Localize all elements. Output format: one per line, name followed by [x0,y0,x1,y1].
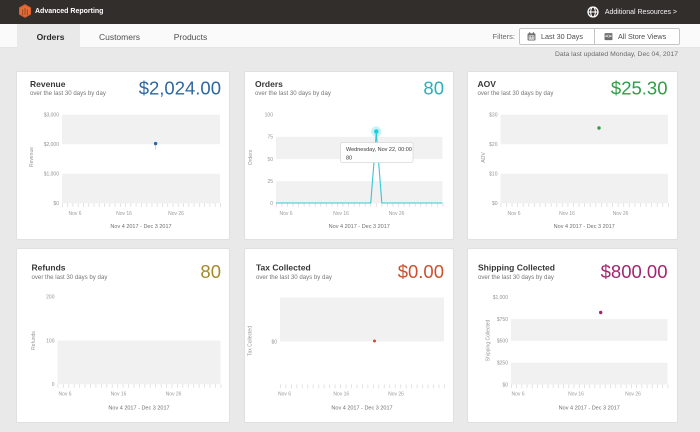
svg-text:Nov 16: Nov 16 [568,392,584,398]
svg-text:Revenue: Revenue [30,79,66,89]
svg-text:Nov 26: Nov 26 [168,211,184,217]
svg-text:Nov 16: Nov 16 [559,211,575,217]
svg-text:25: 25 [267,179,273,185]
svg-text:Nov 6: Nov 6 [511,392,524,398]
svg-text:80: 80 [200,261,221,282]
svg-text:over the last 30 days by day: over the last 30 days by day [255,90,332,97]
svg-text:over the last 30 days by day: over the last 30 days by day [32,274,109,281]
svg-text:$20: $20 [489,142,498,148]
svg-text:over the last 30 days by day: over the last 30 days by day [478,274,555,281]
svg-text:over the last 30 days by day: over the last 30 days by day [256,274,333,281]
svg-text:Nov 6: Nov 6 [279,211,292,217]
svg-text:$0: $0 [502,382,508,388]
svg-text:Nov 26: Nov 26 [166,392,182,398]
svg-text:Tax Collected: Tax Collected [248,326,254,356]
svg-text:Nov 6: Nov 6 [278,392,291,398]
svg-text:0: 0 [52,382,55,388]
svg-text:Tax Collected: Tax Collected [256,263,311,273]
svg-text:$0: $0 [271,339,277,345]
svg-text:AOV: AOV [481,152,487,163]
svg-text:$2,024.00: $2,024.00 [139,78,221,99]
svg-text:$0: $0 [492,201,498,207]
svg-text:$30: $30 [489,113,498,119]
svg-text:Refunds: Refunds [31,331,37,350]
svg-text:Shipping Collected: Shipping Collected [478,263,555,273]
svg-text:Nov 26: Nov 26 [388,392,404,398]
svg-text:Nov 16: Nov 16 [333,392,349,398]
svg-text:Orders: Orders [255,79,283,89]
svg-text:$800.00: $800.00 [601,261,668,282]
svg-text:$25.30: $25.30 [611,78,668,99]
svg-text:Nov 4 2017 - Dec 3 2017: Nov 4 2017 - Dec 3 2017 [329,224,390,230]
svg-text:Nov 16: Nov 16 [111,392,127,398]
svg-text:200: 200 [46,295,55,301]
svg-text:0: 0 [270,201,273,207]
svg-text:$0: $0 [53,201,59,207]
svg-text:Nov 6: Nov 6 [58,392,71,398]
svg-text:Wednesday, Nov 22, 00:00: Wednesday, Nov 22, 00:00 [346,147,412,153]
svg-text:$0.00: $0.00 [398,261,444,282]
svg-text:Shipping Collected: Shipping Collected [486,319,492,361]
svg-text:Nov 4 2017 - Dec 3 2017: Nov 4 2017 - Dec 3 2017 [110,224,171,230]
svg-text:Nov 16: Nov 16 [116,211,132,217]
svg-text:over the last 30 days by day: over the last 30 days by day [30,90,107,97]
svg-text:Nov 26: Nov 26 [625,392,641,398]
svg-text:$250: $250 [497,361,508,367]
svg-text:75: 75 [267,135,273,141]
svg-text:Nov 4 2017 - Dec 3 2017: Nov 4 2017 - Dec 3 2017 [331,406,392,412]
svg-text:Orders: Orders [248,149,254,165]
svg-text:80: 80 [423,78,444,99]
svg-text:Revenue: Revenue [29,147,35,167]
svg-text:$10: $10 [489,172,498,178]
svg-text:Refunds: Refunds [32,263,66,273]
svg-text:Nov 26: Nov 26 [613,211,629,217]
svg-text:Nov 6: Nov 6 [507,211,520,217]
svg-text:$1,000: $1,000 [493,295,509,301]
svg-text:80: 80 [346,155,352,161]
svg-text:$750: $750 [497,317,508,323]
svg-text:Nov 6: Nov 6 [68,211,81,217]
svg-text:Nov 26: Nov 26 [389,211,405,217]
svg-text:Nov 4 2017 - Dec 3 2017: Nov 4 2017 - Dec 3 2017 [559,406,620,412]
svg-text:Nov 4 2017 - Dec 3 2017: Nov 4 2017 - Dec 3 2017 [108,406,169,412]
svg-text:50: 50 [267,157,273,163]
svg-text:Nov 4 2017 - Dec 3 2017: Nov 4 2017 - Dec 3 2017 [554,224,615,230]
svg-text:$1,000: $1,000 [44,172,60,178]
svg-text:$2,000: $2,000 [44,142,60,148]
svg-text:AOV: AOV [478,79,497,89]
svg-text:$3,000: $3,000 [44,113,60,119]
svg-text:100: 100 [265,113,274,119]
svg-text:$500: $500 [497,339,508,345]
svg-text:100: 100 [46,338,55,344]
svg-text:Nov 16: Nov 16 [333,211,349,217]
svg-text:over the last 30 days by day: over the last 30 days by day [478,90,555,97]
